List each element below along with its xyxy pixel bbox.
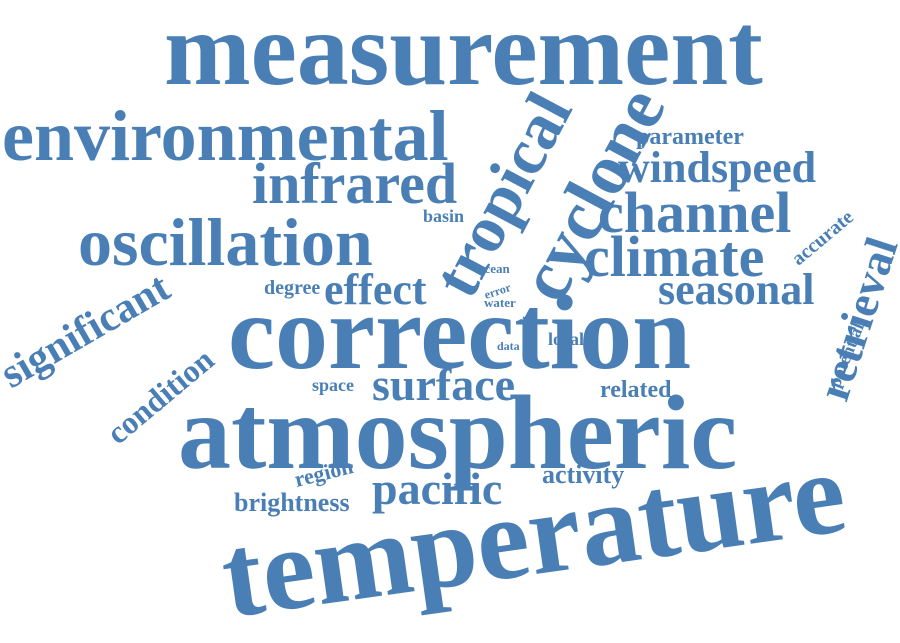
- word-significant: significant: [0, 264, 178, 398]
- word-pacific: pacific: [372, 463, 503, 514]
- word-brightness: brightness: [234, 488, 350, 517]
- word-oscillation: oscillation: [78, 204, 373, 280]
- word-measurement: measurement: [164, 0, 763, 107]
- word-seasonal: seasonal: [658, 265, 815, 314]
- word-windspeed: windspeed: [618, 143, 817, 192]
- word-environmental: environmental: [2, 96, 449, 176]
- word-space: space: [312, 375, 354, 395]
- word-degree: degree: [264, 277, 321, 299]
- word-effect: effect: [324, 265, 427, 314]
- word-climate: climate: [584, 224, 765, 289]
- word-activity: activity: [542, 460, 625, 489]
- word-infrared: infrared: [252, 151, 458, 216]
- word-related: related: [600, 377, 672, 403]
- word-retrieval: retrieval: [807, 231, 900, 407]
- word-water: water: [484, 295, 516, 310]
- word-accurate: accurate: [787, 206, 858, 270]
- word-atmospheric: atmospheric: [178, 374, 738, 491]
- word-channel: channel: [598, 180, 792, 245]
- word-correction: correction: [228, 274, 692, 391]
- word-surface: surface: [372, 359, 516, 410]
- word-ocean: ocean: [478, 261, 510, 276]
- word-local: local: [548, 329, 584, 349]
- word-parameter: parameter: [636, 124, 744, 150]
- word-basin: basin: [423, 206, 465, 226]
- word-data: data: [497, 339, 520, 353]
